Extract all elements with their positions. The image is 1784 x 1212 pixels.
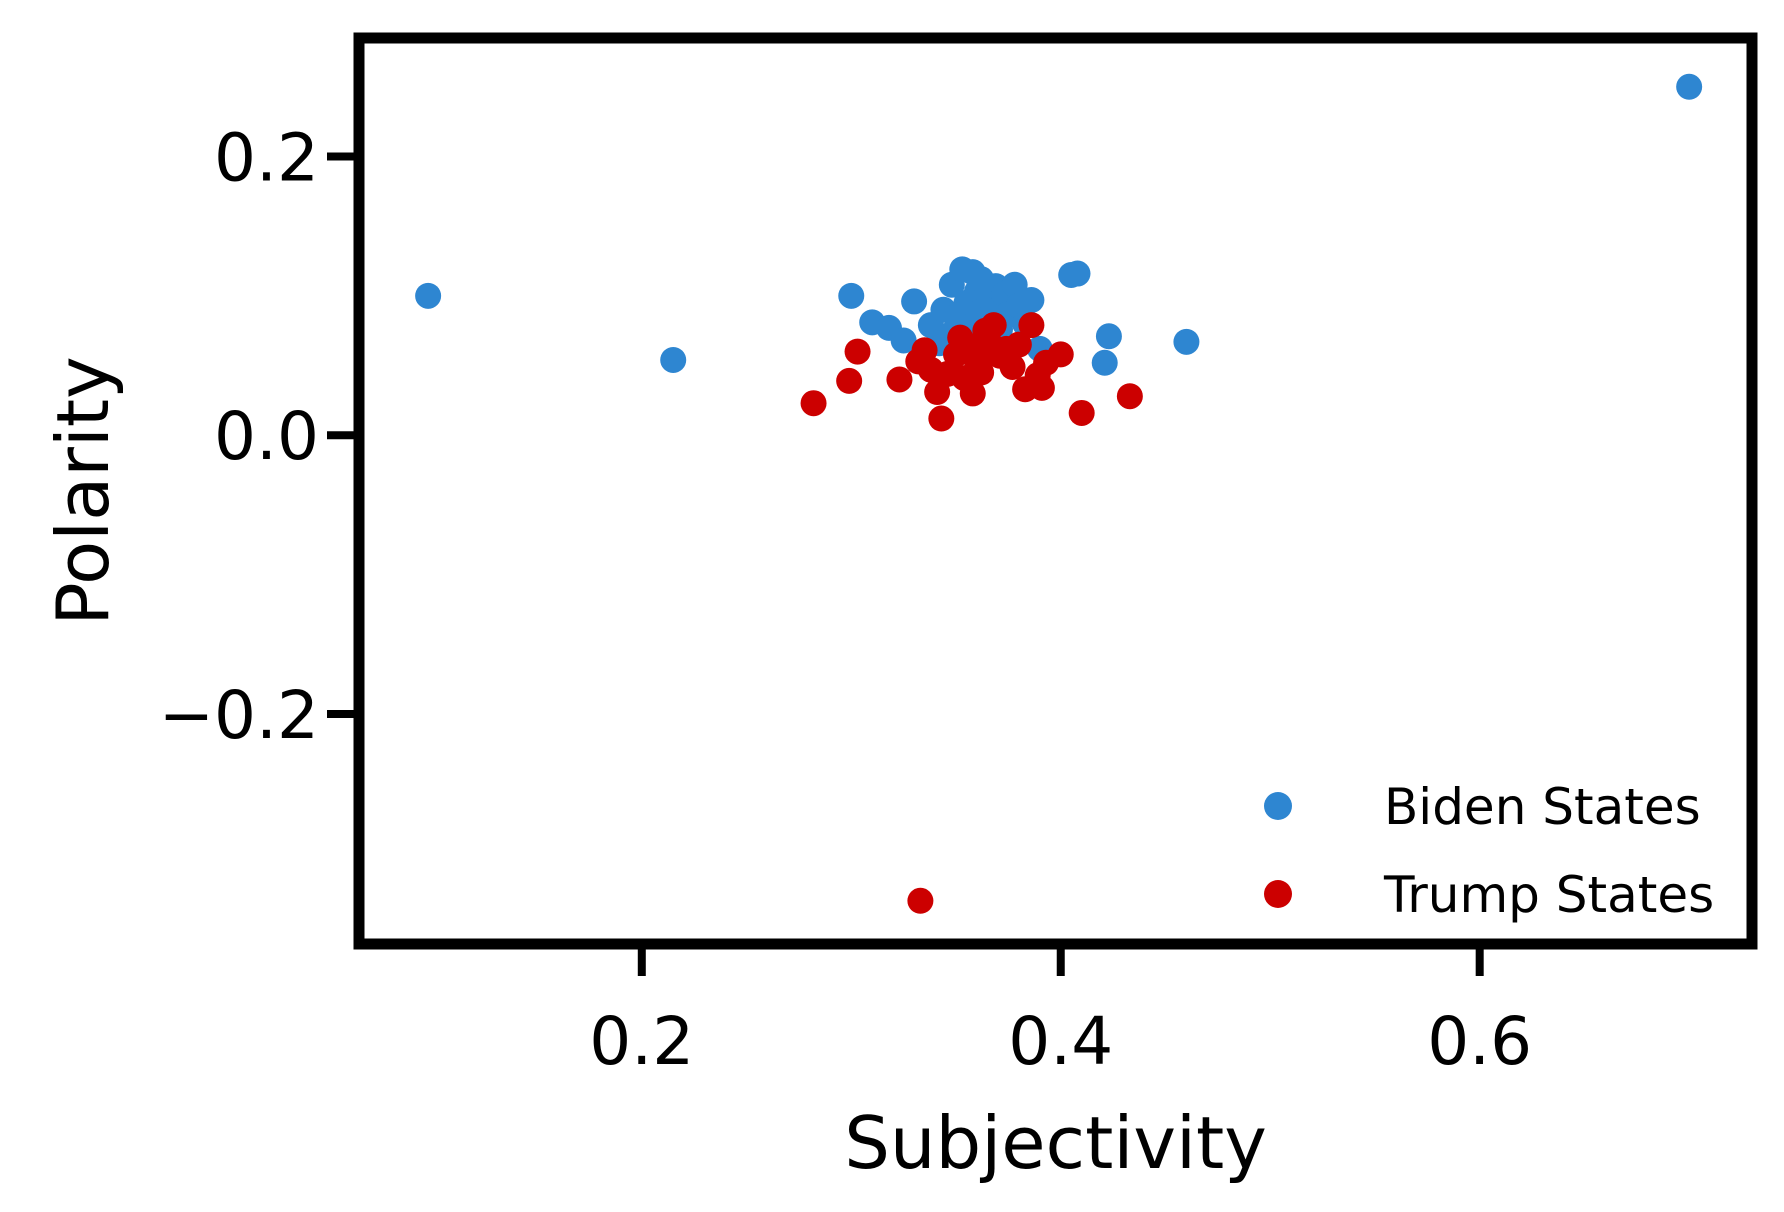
x-axis-label: Subjectivity — [844, 1101, 1267, 1185]
data-point — [886, 366, 913, 393]
legend-label: Trump States — [1383, 866, 1714, 924]
data-point — [1068, 399, 1095, 426]
data-point — [999, 353, 1026, 380]
y-tick-label: 0.2 — [214, 119, 319, 196]
series-1-points — [800, 312, 1143, 914]
data-point — [844, 338, 871, 365]
y-tick-label: 0.0 — [214, 398, 319, 475]
legend: Biden States Trump States — [1264, 778, 1714, 924]
data-point — [1095, 323, 1122, 350]
x-axis-ticks: 0.2 0.4 0.6 — [589, 944, 1532, 1080]
legend-label: Biden States — [1384, 778, 1701, 836]
data-point — [968, 359, 995, 386]
x-tick-label: 0.4 — [1008, 1003, 1113, 1080]
y-axis-label: Polarity — [41, 356, 125, 625]
data-point — [980, 312, 1007, 339]
data-point — [800, 390, 827, 417]
data-point — [1047, 341, 1074, 368]
data-point — [1173, 328, 1200, 355]
data-points — [415, 73, 1703, 914]
x-tick-label: 0.6 — [1427, 1003, 1532, 1080]
data-point — [1091, 349, 1118, 376]
data-point — [1676, 73, 1703, 100]
data-point — [1064, 260, 1091, 287]
data-point — [660, 346, 687, 373]
data-point — [901, 288, 928, 315]
series-0-points — [415, 73, 1703, 376]
data-point — [890, 327, 917, 354]
data-point — [911, 337, 938, 364]
data-point — [907, 887, 934, 914]
data-point — [1005, 331, 1032, 358]
y-axis-ticks: 0.2 0.0 −0.2 — [159, 119, 359, 754]
data-point — [1028, 374, 1055, 401]
data-point — [928, 405, 955, 432]
legend-marker — [1264, 880, 1292, 908]
data-point — [1018, 312, 1045, 339]
y-tick-label: −0.2 — [159, 677, 319, 754]
plot-frame — [353, 32, 1758, 950]
data-point — [1001, 271, 1028, 298]
x-tick-label: 0.2 — [589, 1003, 694, 1080]
data-point — [959, 380, 986, 407]
data-point — [415, 282, 442, 309]
legend-marker — [1264, 792, 1292, 820]
data-point — [1116, 383, 1143, 410]
data-point — [836, 367, 863, 394]
data-point — [1018, 287, 1045, 314]
data-point — [838, 282, 865, 309]
